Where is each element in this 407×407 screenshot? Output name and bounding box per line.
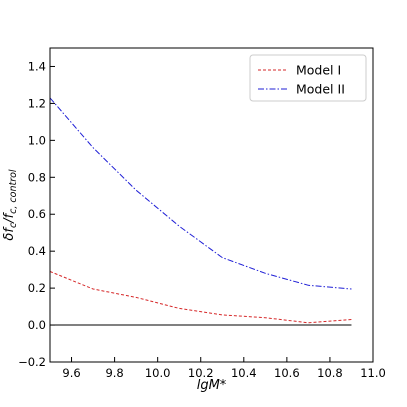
y-tick-label: 0.4 bbox=[28, 244, 46, 258]
x-tick-label: 10.8 bbox=[317, 366, 343, 380]
y-tick-label: −0.2 bbox=[18, 355, 46, 369]
y-tick-label: 1.2 bbox=[28, 96, 46, 110]
axis-ticks: 9.6 9.8 10.0 10.2 10.4 10.6 10.8 11.0 −0.2 0.0 0.2… bbox=[18, 59, 386, 380]
series-group bbox=[50, 97, 352, 326]
legend: Model I Model II bbox=[249, 54, 367, 102]
legend-label: Model I bbox=[296, 63, 341, 78]
y-tick-label: 0.2 bbox=[28, 281, 46, 295]
y-axis-label: δfc/fc, control bbox=[2, 169, 19, 240]
x-tick-label: 10.4 bbox=[231, 366, 257, 380]
y-tick-label: 0.0 bbox=[28, 318, 46, 332]
y-tick-label: 1.0 bbox=[28, 133, 46, 147]
series-line-model-ii bbox=[50, 97, 352, 290]
x-tick-label: 10.2 bbox=[188, 366, 214, 380]
axes-frame bbox=[49, 47, 374, 363]
x-tick-label: 9.6 bbox=[62, 366, 80, 380]
x-tick-label: 11.0 bbox=[360, 366, 386, 380]
x-tick-label: 9.8 bbox=[105, 366, 123, 380]
series-line-model-i bbox=[50, 271, 352, 324]
y-tick-label: 1.4 bbox=[28, 59, 46, 73]
x-tick-label: 10.0 bbox=[145, 366, 171, 380]
y-tick-label: 0.8 bbox=[28, 170, 46, 184]
legend-label: Model II bbox=[296, 82, 345, 97]
x-axis-label: lgM* bbox=[197, 378, 227, 393]
x-tick-label: 10.6 bbox=[274, 366, 300, 380]
plot-area bbox=[50, 97, 352, 326]
y-tick-label: 0.6 bbox=[28, 207, 46, 221]
